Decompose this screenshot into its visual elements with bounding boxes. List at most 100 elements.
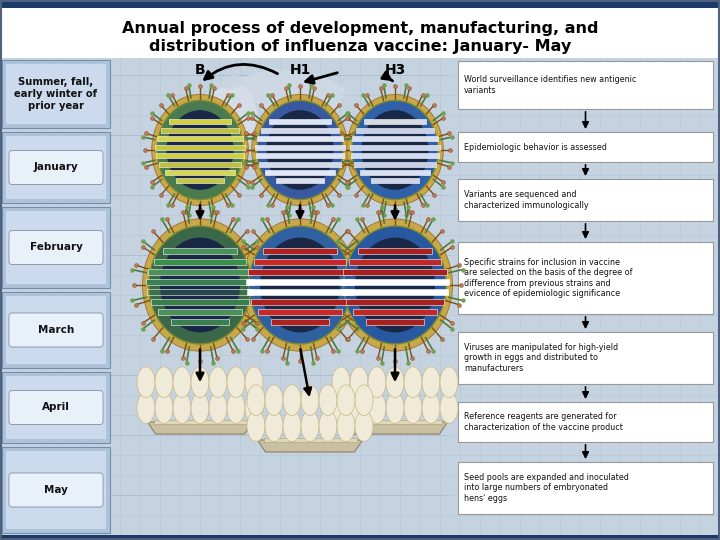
Ellipse shape: [350, 367, 368, 397]
Bar: [269, 119, 331, 124]
Bar: [2, 132, 110, 203]
Bar: [458, 132, 713, 162]
Bar: [263, 248, 337, 254]
Bar: [6, 64, 106, 124]
Bar: [258, 161, 341, 167]
Ellipse shape: [209, 393, 227, 423]
Ellipse shape: [355, 410, 373, 441]
Text: Seed pools are expanded and inoculated
into large numbers of embryonated
hens' e: Seed pools are expanded and inoculated i…: [464, 473, 629, 503]
Ellipse shape: [191, 393, 209, 423]
Ellipse shape: [338, 219, 452, 351]
Bar: [157, 136, 243, 141]
Text: Epidemiologic behavior is assessed: Epidemiologic behavior is assessed: [464, 143, 607, 152]
Ellipse shape: [137, 393, 155, 423]
Bar: [161, 128, 239, 133]
Bar: [458, 61, 713, 109]
Bar: [364, 119, 426, 124]
Ellipse shape: [160, 238, 240, 333]
Bar: [153, 259, 246, 265]
Ellipse shape: [386, 393, 404, 423]
Bar: [2, 292, 110, 368]
Ellipse shape: [319, 410, 337, 441]
Ellipse shape: [352, 100, 438, 199]
Ellipse shape: [173, 393, 191, 423]
Polygon shape: [211, 75, 246, 89]
Ellipse shape: [404, 393, 422, 423]
Ellipse shape: [337, 385, 355, 416]
Ellipse shape: [440, 367, 458, 397]
Text: World surveillance identifies new antigenic
variants: World surveillance identifies new antige…: [464, 75, 636, 94]
Ellipse shape: [283, 385, 301, 416]
Ellipse shape: [283, 410, 301, 441]
Ellipse shape: [227, 367, 245, 397]
Polygon shape: [148, 422, 253, 434]
Polygon shape: [258, 440, 362, 452]
Ellipse shape: [137, 367, 155, 397]
Bar: [258, 309, 342, 315]
Ellipse shape: [265, 385, 283, 416]
Bar: [147, 289, 253, 295]
Text: January: January: [34, 163, 78, 172]
Ellipse shape: [227, 393, 245, 423]
Bar: [371, 179, 419, 184]
Ellipse shape: [143, 219, 258, 351]
Bar: [351, 153, 439, 158]
Ellipse shape: [386, 367, 404, 397]
Bar: [148, 268, 251, 274]
Bar: [257, 136, 343, 141]
FancyBboxPatch shape: [9, 313, 103, 347]
Bar: [2, 60, 110, 128]
Bar: [458, 402, 713, 442]
Ellipse shape: [243, 219, 358, 351]
Bar: [6, 211, 106, 284]
Bar: [6, 376, 106, 439]
Bar: [248, 268, 351, 274]
Ellipse shape: [404, 367, 422, 397]
Bar: [165, 170, 235, 175]
Bar: [343, 268, 446, 274]
Text: April: April: [42, 402, 70, 413]
Text: Annual process of development, manufacturing, and: Annual process of development, manufactu…: [122, 21, 598, 36]
Ellipse shape: [245, 367, 263, 397]
Bar: [341, 279, 449, 285]
Bar: [255, 145, 345, 150]
Ellipse shape: [166, 110, 233, 190]
FancyBboxPatch shape: [9, 151, 103, 185]
Bar: [346, 299, 444, 305]
Polygon shape: [204, 83, 257, 165]
Ellipse shape: [260, 238, 340, 333]
Ellipse shape: [355, 238, 435, 333]
Bar: [246, 279, 354, 285]
Bar: [354, 309, 437, 315]
Bar: [261, 128, 339, 133]
Bar: [366, 319, 424, 325]
Polygon shape: [343, 422, 448, 434]
FancyBboxPatch shape: [9, 473, 103, 507]
Ellipse shape: [422, 367, 440, 397]
Bar: [352, 136, 438, 141]
Ellipse shape: [368, 367, 386, 397]
Ellipse shape: [266, 110, 333, 190]
Ellipse shape: [337, 410, 355, 441]
Ellipse shape: [319, 385, 337, 416]
Text: March: March: [38, 325, 74, 335]
Bar: [6, 136, 106, 199]
Ellipse shape: [265, 410, 283, 441]
Text: Reference reagents are generated for
characterization of the vaccine product: Reference reagents are generated for cha…: [464, 413, 623, 431]
Ellipse shape: [257, 100, 343, 199]
Ellipse shape: [209, 367, 227, 397]
Text: H3: H3: [384, 63, 405, 77]
Ellipse shape: [422, 393, 440, 423]
Bar: [2, 372, 110, 443]
Polygon shape: [240, 70, 344, 117]
Ellipse shape: [347, 94, 444, 206]
Bar: [0, 0, 720, 58]
Ellipse shape: [155, 393, 173, 423]
Bar: [155, 145, 246, 150]
FancyBboxPatch shape: [9, 390, 103, 424]
Bar: [156, 153, 244, 158]
Bar: [2, 207, 110, 288]
Bar: [151, 299, 249, 305]
Bar: [348, 259, 441, 265]
Bar: [6, 451, 106, 529]
